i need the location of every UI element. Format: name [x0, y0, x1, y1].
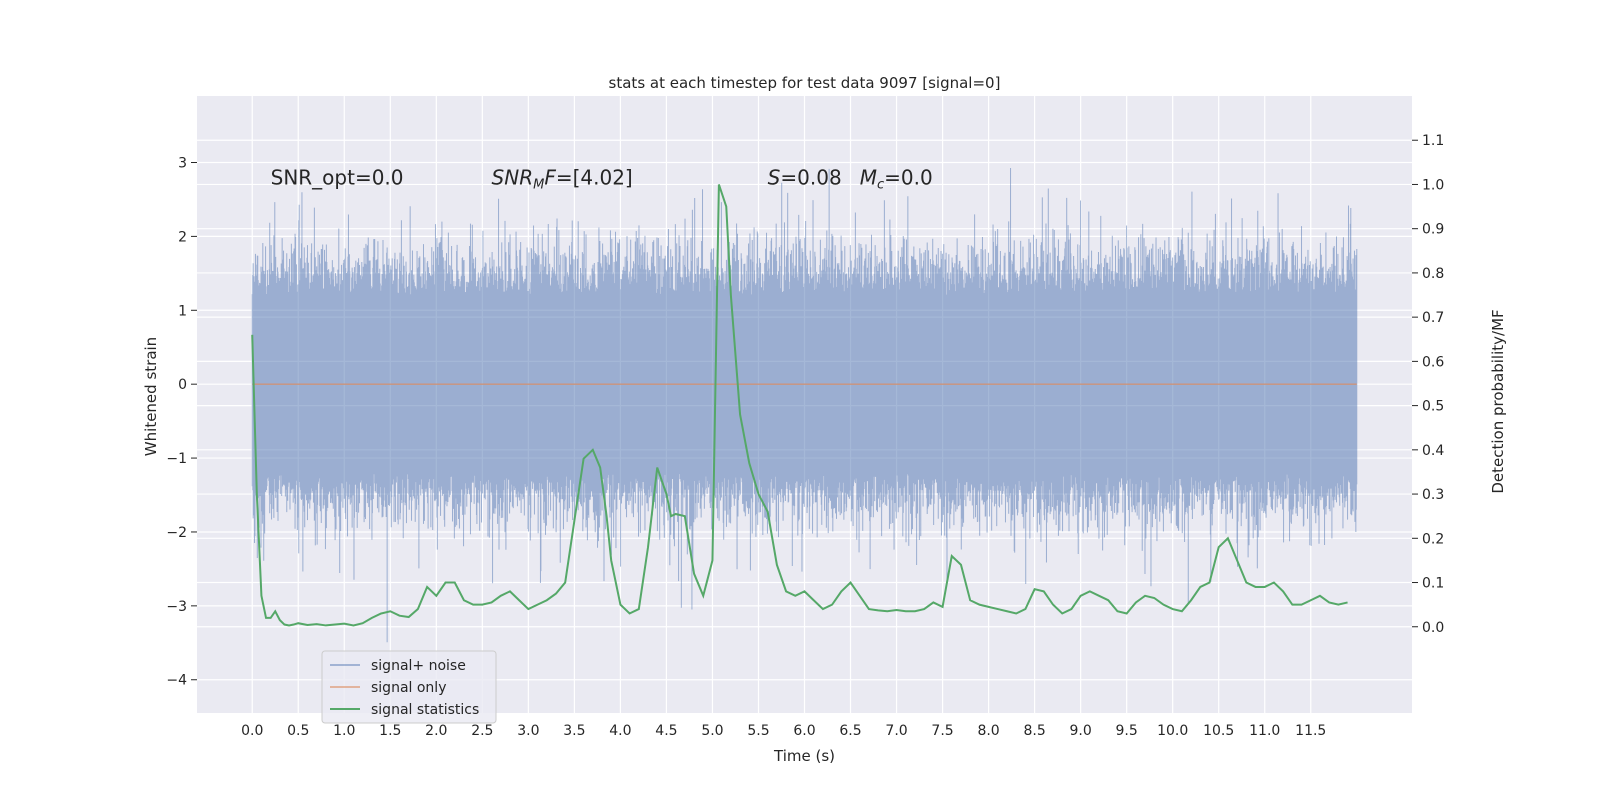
- annotation-snr-opt-text: SNR_opt=0.0: [271, 166, 404, 190]
- y-axis-ticks: −4 −3 −2 −1 0 1 2 3: [166, 156, 197, 689]
- y-tick-label: 0: [178, 377, 187, 393]
- y-tick-label: 2: [178, 229, 187, 245]
- annotation-mc-sub: c: [877, 178, 884, 193]
- y2-tick-label: 0.3: [1422, 487, 1444, 503]
- y-axis-label: Whitened strain: [142, 337, 160, 456]
- x-tick-label: 5.0: [701, 723, 723, 739]
- annotation-s-var: S: [768, 166, 781, 190]
- annotation-snr-mf: SNRMF=[4.02]: [492, 166, 633, 193]
- x-tick-label: 10.5: [1203, 723, 1234, 739]
- x-tick-label: 0.0: [241, 723, 263, 739]
- legend-label-signal-statistics: signal statistics: [371, 702, 479, 718]
- annotation-mc: Mc=0.0: [860, 166, 933, 193]
- x-axis-ticks: 0.0 0.5 1.0 1.5 2.0 2.5 3.0 3.5 4.0 4.5 5.0 5.5 6.0 6…: [241, 723, 1326, 739]
- y-tick-label: −4: [166, 673, 187, 689]
- x-tick-label: 3.0: [517, 723, 539, 739]
- y2-tick-label: 1.0: [1422, 177, 1444, 193]
- x-tick-label: 9.5: [1116, 723, 1138, 739]
- annotation-snr-mf-var2: F: [544, 166, 556, 190]
- annotation-mc-var: M: [860, 166, 877, 190]
- annotation-snr-mf-value: =[4.02]: [556, 166, 633, 190]
- x-tick-label: 11.5: [1295, 723, 1326, 739]
- annotation-snr-mf-var: SNR: [492, 166, 534, 190]
- y-tick-label: 1: [178, 303, 187, 319]
- legend: signal+ noise signal only signal statist…: [321, 650, 497, 724]
- x-tick-label: 3.5: [563, 723, 585, 739]
- x-tick-label: 0.5: [287, 723, 309, 739]
- annotation-snr-mf-sub: M: [533, 178, 544, 193]
- x-tick-label: 11.0: [1249, 723, 1280, 739]
- x-tick-label: 4.0: [609, 723, 631, 739]
- x-tick-label: 6.0: [793, 723, 815, 739]
- y-tick-label: 3: [178, 156, 187, 172]
- x-tick-label: 9.0: [1070, 723, 1092, 739]
- y2-tick-label: 0.5: [1422, 399, 1444, 415]
- annotation-s-value: =0.08: [780, 166, 841, 190]
- x-tick-label: 8.0: [977, 723, 999, 739]
- legend-label-signal-only: signal only: [371, 680, 446, 696]
- y-tick-label: −1: [166, 451, 187, 467]
- y2-axis-ticks: 0.0 0.1 0.2 0.3 0.4 0.5 0.6 0.7 0.8 0.9 1.0 1.1: [1412, 133, 1444, 636]
- x-tick-label: 10.0: [1157, 723, 1188, 739]
- annotations: SNR_opt=0.0 SNRMF=[4.02] S=0.08 Mc=0.0: [271, 166, 933, 193]
- x-tick-label: 6.5: [839, 723, 861, 739]
- y-tick-label: −2: [166, 525, 187, 541]
- x-tick-label: 5.5: [747, 723, 769, 739]
- y2-tick-label: 1.1: [1422, 133, 1444, 149]
- y2-tick-label: 0.7: [1422, 310, 1444, 326]
- series-signal-statistics: [251, 184, 1348, 627]
- x-tick-label: 4.5: [655, 723, 677, 739]
- y2-tick-label: 0.4: [1422, 443, 1444, 459]
- x-tick-label: 2.5: [471, 723, 493, 739]
- y2-tick-label: 0.8: [1422, 266, 1444, 282]
- x-tick-label: 1.0: [333, 723, 355, 739]
- annotation-s: S=0.08: [768, 166, 842, 190]
- legend-box: [321, 650, 497, 724]
- y2-axis-label: Detection probability/MF: [1489, 309, 1507, 493]
- y2-tick-label: 0.9: [1422, 222, 1444, 238]
- annotation-snr-opt: SNR_opt=0.0: [271, 166, 404, 190]
- y2-tick-label: 0.2: [1422, 531, 1444, 547]
- series-signal-noise: [251, 168, 1358, 643]
- x-tick-label: 7.5: [931, 723, 953, 739]
- x-axis-label: Time (s): [773, 747, 835, 765]
- y2-tick-label: 0.1: [1422, 576, 1444, 592]
- x-tick-label: 7.0: [885, 723, 907, 739]
- y2-tick-label: 0.0: [1422, 620, 1444, 636]
- series-signal-noise-path: [251, 168, 1358, 643]
- x-tick-label: 2.0: [425, 723, 447, 739]
- chart-title: stats at each timestep for test data 909…: [609, 74, 1001, 92]
- y2-tick-label: 0.6: [1422, 354, 1444, 370]
- x-tick-label: 8.5: [1023, 723, 1045, 739]
- annotation-mc-value: =0.0: [884, 166, 933, 190]
- legend-label-signal-noise: signal+ noise: [371, 658, 466, 674]
- x-tick-label: 1.5: [379, 723, 401, 739]
- y-tick-label: −3: [166, 599, 187, 615]
